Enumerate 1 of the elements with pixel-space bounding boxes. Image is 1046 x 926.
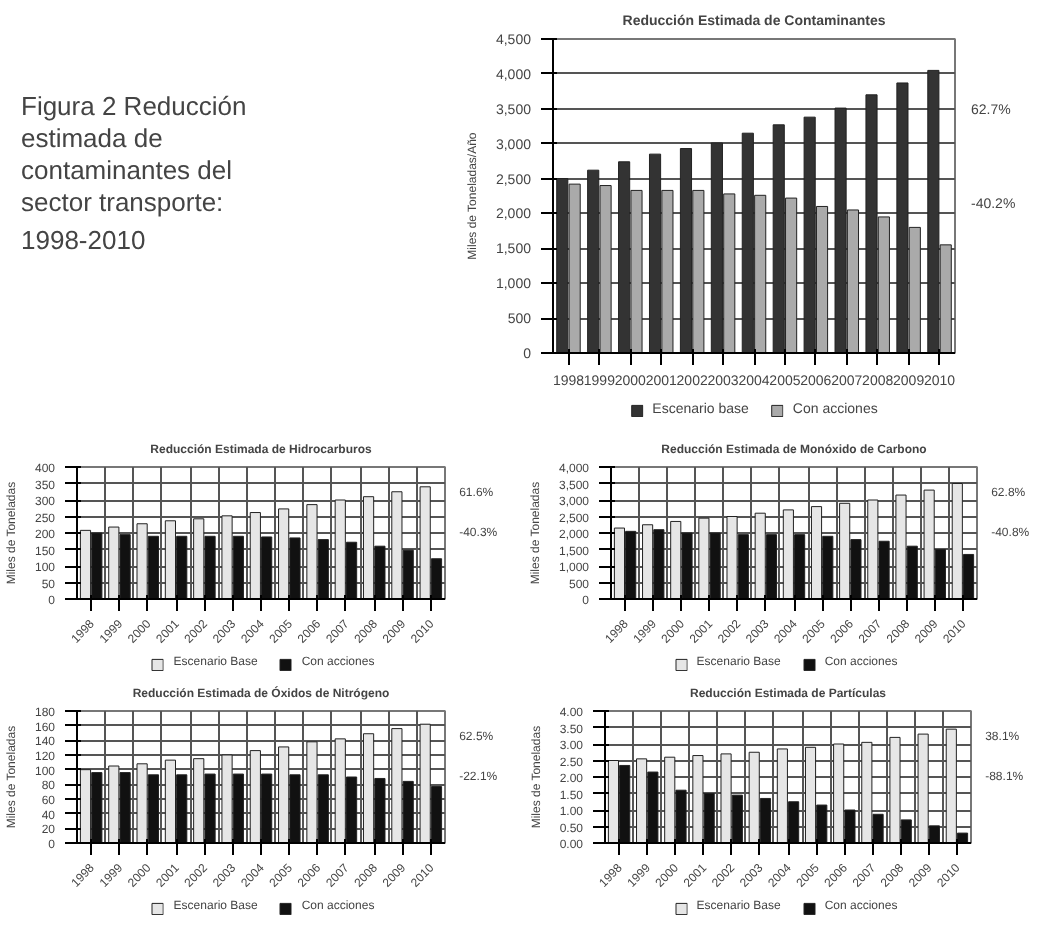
text: Figura 2 Reducción estimada de contaminantes del sector transporte: 1998-2010 xyxy=(21,91,247,255)
